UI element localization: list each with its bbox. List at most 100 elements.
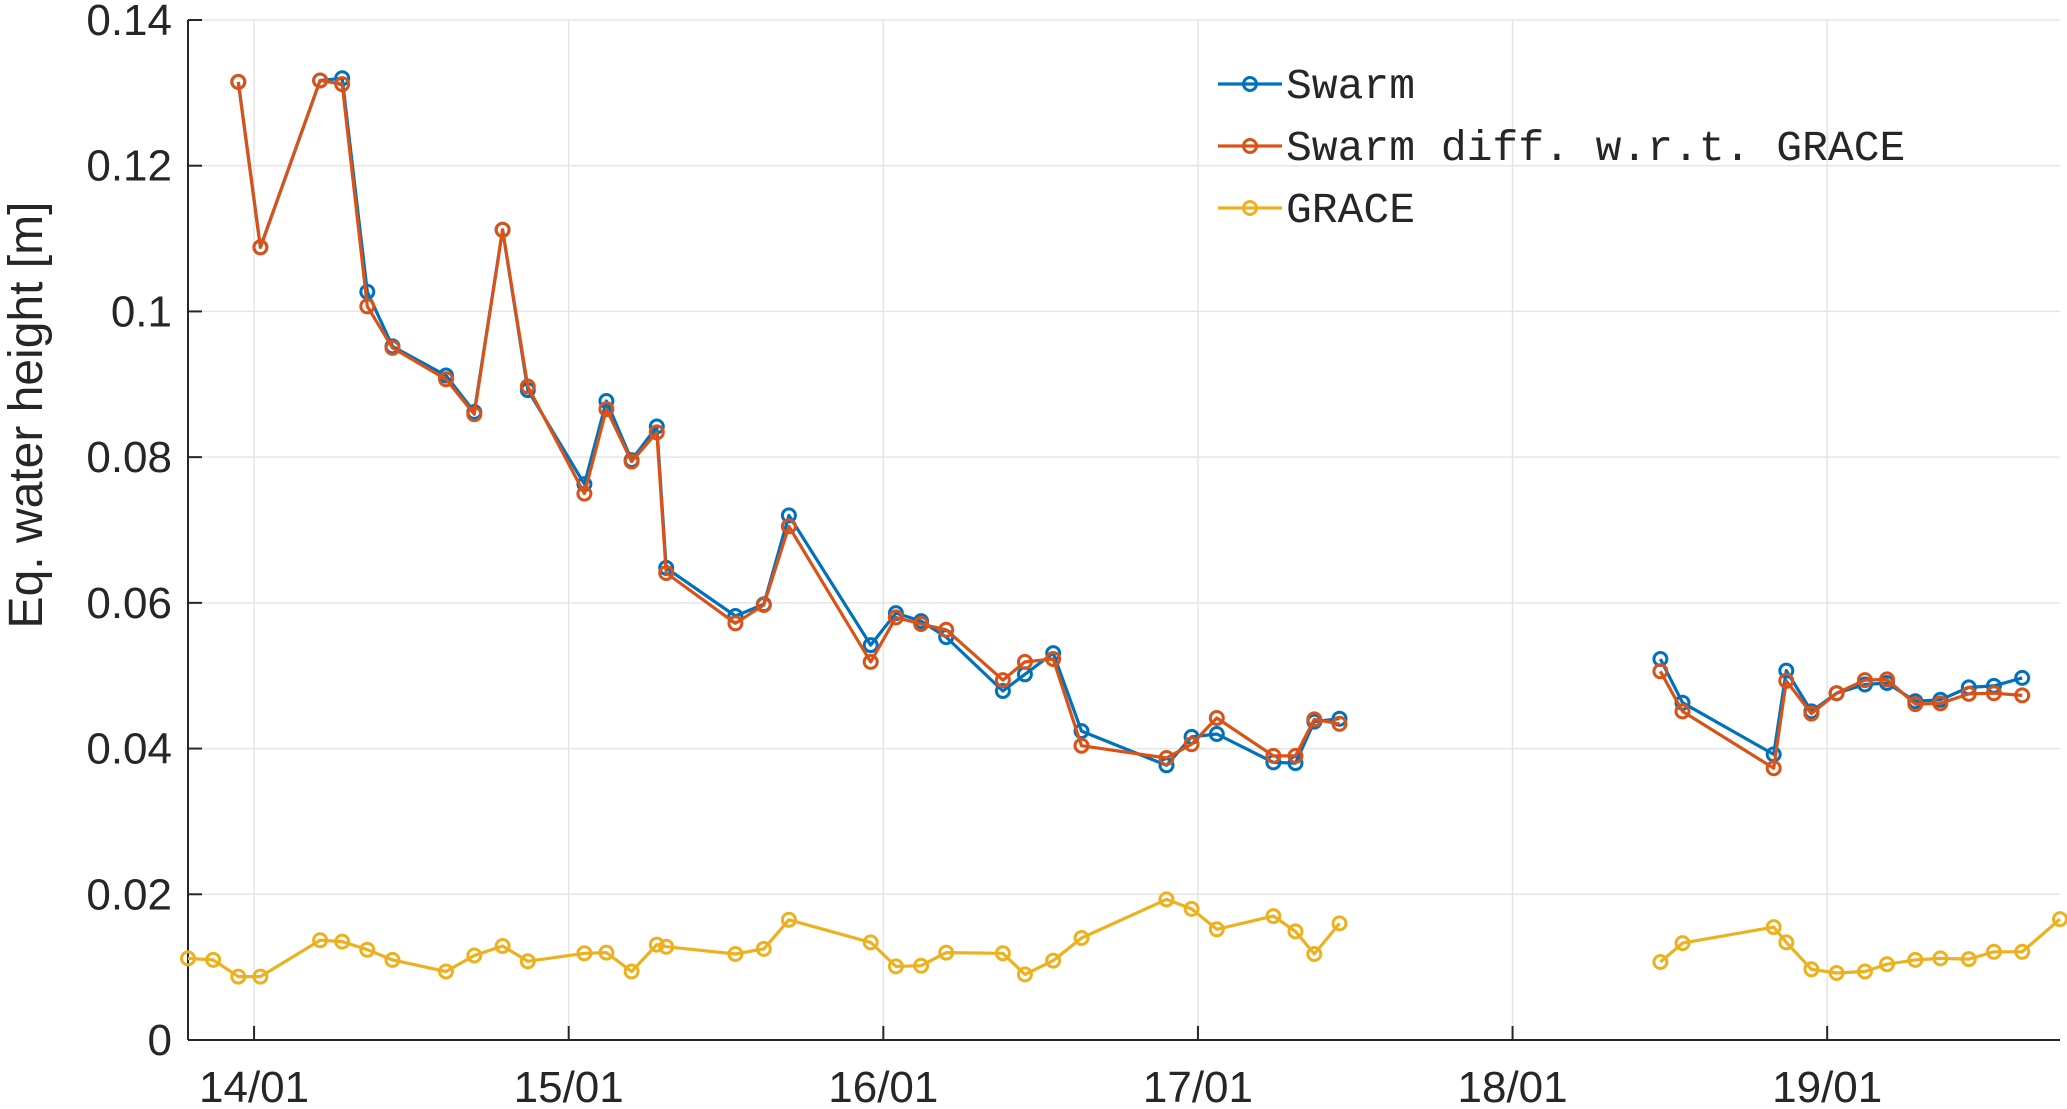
series-line-0-1 bbox=[1658, 658, 2023, 757]
data-point bbox=[727, 946, 744, 962]
data-point bbox=[519, 378, 536, 395]
legend: Swarm Swarm diff. w.r.t. GRACE GRACE bbox=[1218, 62, 1905, 235]
series-2 bbox=[180, 891, 2067, 985]
series-line-1-0 bbox=[236, 78, 1340, 760]
data-point bbox=[1879, 956, 1895, 973]
data-point bbox=[252, 239, 269, 256]
series-layer bbox=[180, 70, 2067, 985]
data-point bbox=[1765, 919, 1782, 936]
data-point bbox=[1287, 923, 1304, 940]
data-point bbox=[2014, 687, 2031, 704]
data-point bbox=[658, 565, 675, 581]
data-point bbox=[494, 221, 511, 238]
data-point bbox=[384, 951, 401, 968]
data-point bbox=[1073, 930, 1090, 946]
series-0 bbox=[230, 70, 2031, 774]
x-tick-label: 19/01 bbox=[1772, 1063, 1882, 1109]
legend-label: GRACE bbox=[1286, 186, 1415, 235]
data-point bbox=[1073, 723, 1090, 740]
data-point bbox=[466, 406, 483, 423]
data-point bbox=[494, 938, 511, 954]
legend-marker-2 bbox=[1242, 200, 1258, 216]
grid bbox=[188, 19, 2060, 1041]
y-tick-label: 0.04 bbox=[86, 725, 172, 774]
data-point bbox=[623, 963, 640, 980]
data-point bbox=[1016, 653, 1033, 670]
data-point bbox=[180, 950, 196, 967]
data-point bbox=[1183, 900, 1200, 917]
data-point bbox=[598, 401, 615, 418]
series-line-0-0 bbox=[236, 76, 1340, 767]
data-point bbox=[994, 945, 1011, 962]
legend-label: Swarm bbox=[1286, 62, 1415, 111]
data-point bbox=[438, 963, 454, 980]
data-point bbox=[862, 653, 879, 670]
data-point bbox=[1907, 951, 1924, 968]
data-point bbox=[312, 72, 329, 89]
series-line-2-1 bbox=[1659, 917, 2062, 975]
data-point bbox=[755, 940, 772, 957]
data-point bbox=[648, 424, 665, 441]
data-point bbox=[1960, 685, 1977, 702]
data-point bbox=[1856, 672, 1873, 689]
data-point bbox=[1932, 695, 1949, 712]
x-tick-label: 14/01 bbox=[199, 1063, 309, 1109]
data-point bbox=[1183, 736, 1200, 753]
data-point bbox=[1265, 747, 1282, 764]
x-tick-label: 17/01 bbox=[1143, 1063, 1253, 1109]
legend-label: Swarm diff. w.r.t. GRACE bbox=[1286, 124, 1905, 173]
data-point bbox=[1828, 685, 1845, 702]
data-point bbox=[334, 933, 351, 950]
data-point bbox=[1765, 760, 1782, 777]
data-point bbox=[359, 941, 376, 958]
axes: 14/01 15/01 16/01 17/01 18/01 19/01 0 0.02 0.04 0… bbox=[86, 0, 2060, 1109]
data-point bbox=[1287, 747, 1304, 764]
data-point bbox=[623, 453, 640, 470]
data-point bbox=[938, 944, 955, 961]
y-tick-label: 0 bbox=[148, 1016, 172, 1065]
data-point bbox=[230, 73, 247, 90]
y-tick-label: 0.02 bbox=[86, 870, 172, 919]
legend-marker-1 bbox=[1242, 138, 1258, 154]
data-point bbox=[1932, 950, 1949, 967]
x-tick-label: 18/01 bbox=[1458, 1063, 1568, 1109]
y-tick-label: 0.14 bbox=[86, 0, 172, 45]
data-point bbox=[598, 393, 615, 409]
data-point bbox=[598, 944, 615, 961]
y-tick-label: 0.08 bbox=[86, 433, 172, 482]
series-line-2-0 bbox=[187, 897, 1341, 979]
data-point bbox=[1985, 943, 2002, 960]
data-point bbox=[1674, 935, 1691, 952]
data-point bbox=[1803, 705, 1820, 722]
data-point bbox=[1985, 685, 2002, 702]
y-axis-title: Eq. water height [m] bbox=[0, 202, 53, 629]
data-point bbox=[913, 616, 930, 632]
data-point bbox=[519, 953, 536, 970]
data-point bbox=[252, 968, 269, 985]
data-point bbox=[1652, 663, 1669, 680]
data-point bbox=[862, 637, 879, 654]
data-point bbox=[312, 932, 329, 949]
data-point bbox=[576, 945, 593, 962]
data-point bbox=[1778, 934, 1795, 951]
data-point bbox=[658, 938, 675, 955]
data-point bbox=[1907, 696, 1924, 713]
data-point bbox=[1674, 703, 1691, 720]
data-point bbox=[1306, 711, 1323, 728]
data-point bbox=[1045, 952, 1062, 969]
data-point bbox=[648, 936, 665, 953]
data-point bbox=[780, 507, 797, 524]
data-point bbox=[727, 615, 744, 632]
data-point bbox=[466, 947, 483, 964]
data-point bbox=[205, 951, 222, 968]
data-point bbox=[359, 298, 376, 315]
x-tick-label: 16/01 bbox=[828, 1063, 938, 1109]
x-tick-label: 15/01 bbox=[514, 1063, 624, 1109]
data-point bbox=[755, 597, 772, 613]
data-point bbox=[230, 968, 247, 985]
data-point bbox=[384, 339, 401, 356]
data-point bbox=[994, 683, 1011, 699]
data-point bbox=[1073, 737, 1090, 754]
